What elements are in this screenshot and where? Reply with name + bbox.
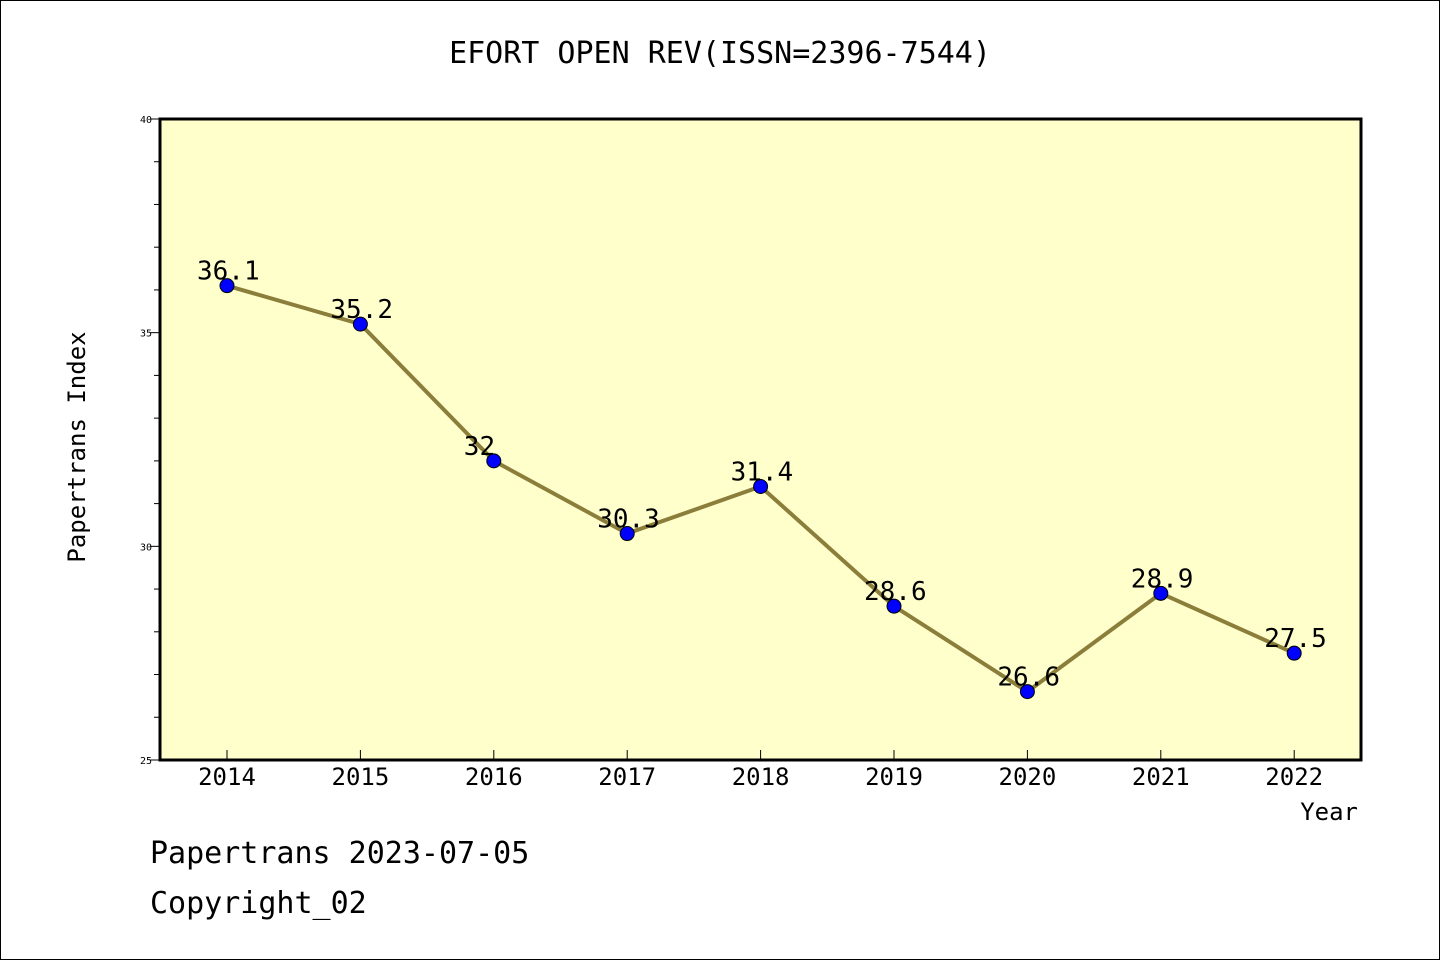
footer-copyright-text: Copyright_02 bbox=[150, 886, 367, 921]
data-point bbox=[219, 278, 235, 294]
data-label: 32 bbox=[464, 432, 495, 462]
data-point bbox=[886, 598, 902, 614]
data-label: 28.9 bbox=[1131, 564, 1194, 594]
data-label: 28.6 bbox=[864, 577, 927, 607]
x-tick-label: 2015 bbox=[332, 763, 390, 791]
data-point bbox=[486, 453, 502, 469]
y-axis-label: Papertrans Index bbox=[63, 331, 91, 562]
x-axis-label: Year bbox=[1300, 798, 1358, 826]
x-tick-label: 2016 bbox=[465, 763, 523, 791]
data-label: 31.4 bbox=[731, 458, 794, 488]
x-tick-label: 2019 bbox=[865, 763, 923, 791]
data-point bbox=[352, 316, 368, 332]
y-tick-label: 40 bbox=[140, 115, 152, 126]
x-tick-label: 2021 bbox=[1132, 763, 1190, 791]
x-tick-label: 2018 bbox=[732, 763, 790, 791]
data-point bbox=[753, 479, 769, 495]
data-point bbox=[1019, 684, 1035, 700]
y-tick-label: 25 bbox=[140, 756, 152, 767]
x-tick-label: 2017 bbox=[598, 763, 656, 791]
data-point bbox=[619, 526, 635, 542]
plot-area bbox=[158, 117, 1363, 762]
x-tick-label: 2022 bbox=[1265, 763, 1323, 791]
data-point bbox=[1286, 645, 1302, 661]
data-label: 26.6 bbox=[997, 663, 1060, 693]
data-label: 35.2 bbox=[330, 295, 393, 325]
data-label: 27.5 bbox=[1264, 624, 1327, 654]
y-tick-label: 35 bbox=[140, 329, 152, 340]
chart-title: EFORT OPEN REV(ISSN=2396-7544) bbox=[449, 36, 991, 71]
data-label: 30.3 bbox=[597, 505, 660, 535]
data-point bbox=[1153, 585, 1169, 601]
data-label: 36.1 bbox=[197, 257, 260, 287]
x-tick-label: 2020 bbox=[999, 763, 1057, 791]
y-tick-label: 30 bbox=[140, 542, 152, 553]
x-tick-label: 2014 bbox=[198, 763, 256, 791]
footer-date-text: Papertrans 2023-07-05 bbox=[150, 836, 530, 871]
